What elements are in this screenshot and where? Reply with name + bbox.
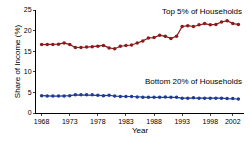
svg-text:20: 20: [24, 27, 32, 34]
svg-text:1983: 1983: [118, 118, 134, 125]
svg-text:Top 5% of Households: Top 5% of Households: [162, 7, 242, 16]
svg-text:0: 0: [28, 109, 32, 116]
svg-text:1973: 1973: [62, 118, 78, 125]
svg-text:15: 15: [24, 48, 32, 55]
svg-text:1978: 1978: [90, 118, 106, 125]
svg-text:Share of Income (%): Share of Income (%): [13, 24, 22, 98]
svg-text:1988: 1988: [146, 118, 162, 125]
svg-text:5: 5: [28, 89, 32, 96]
svg-text:1998: 1998: [202, 118, 218, 125]
svg-text:Bottom 20% of Households: Bottom 20% of Households: [145, 77, 242, 86]
svg-text:Year: Year: [132, 126, 149, 135]
svg-text:2002: 2002: [225, 118, 241, 125]
svg-text:1968: 1968: [34, 118, 50, 125]
svg-text:1993: 1993: [174, 118, 190, 125]
svg-text:10: 10: [24, 68, 32, 75]
svg-text:25: 25: [24, 6, 32, 13]
